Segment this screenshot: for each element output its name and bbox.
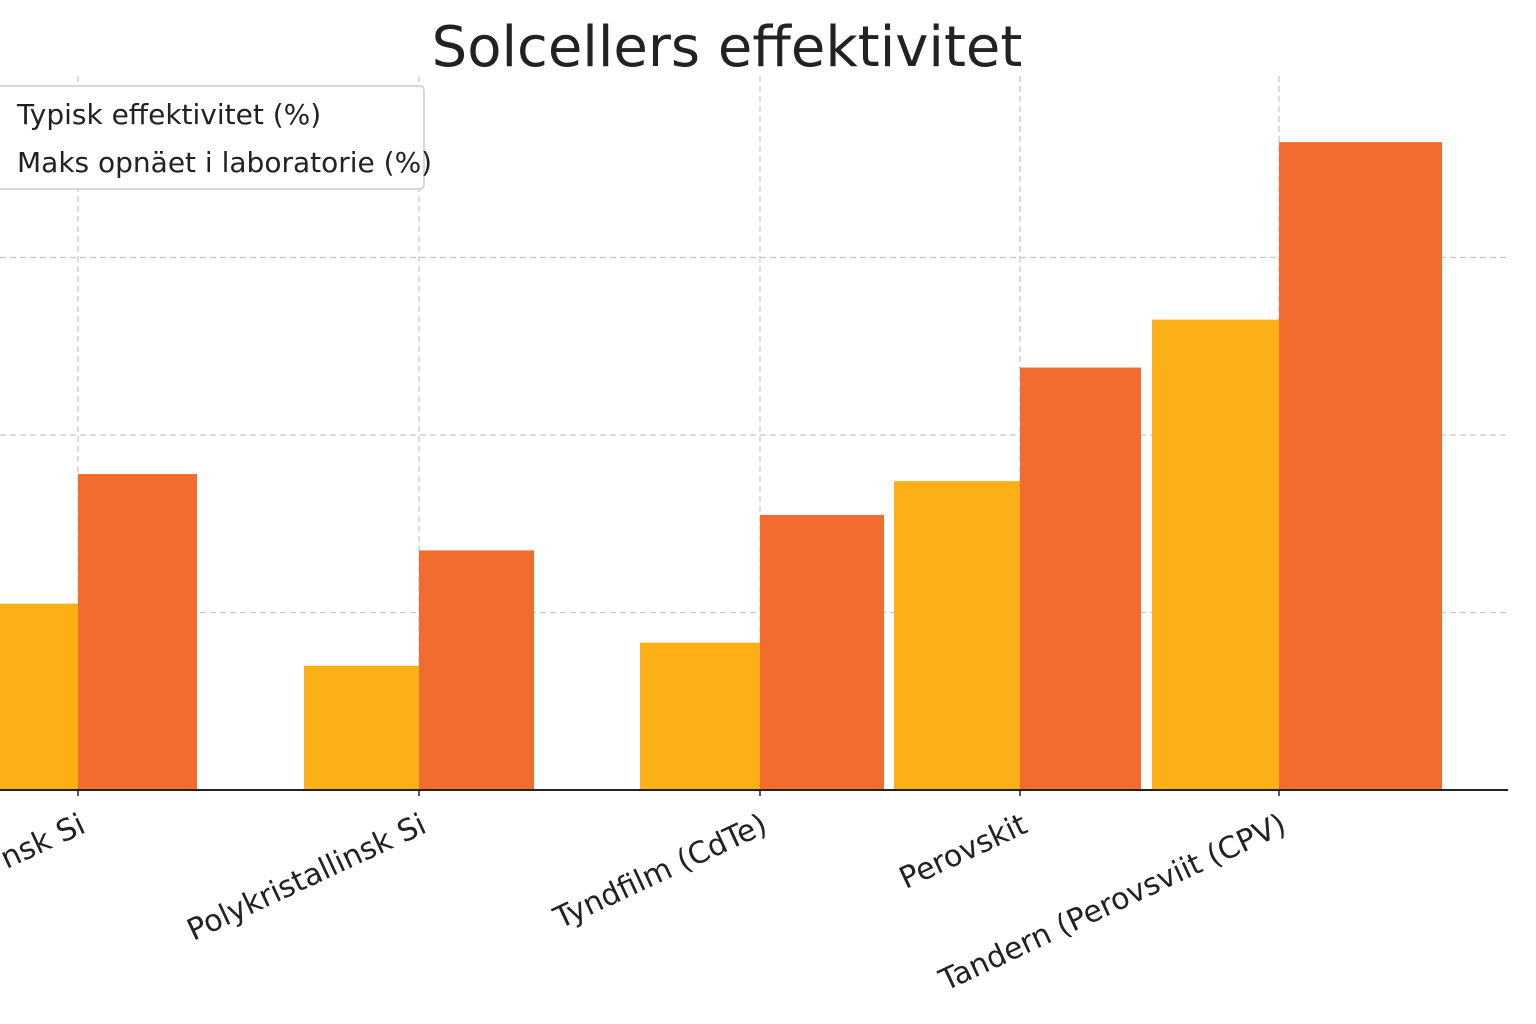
bar-typical	[894, 481, 1020, 790]
x-tick-label: Polykristallinsk Si	[182, 807, 432, 948]
x-tick-label: nsk Si	[0, 807, 91, 876]
legend-box	[0, 85, 425, 190]
bar-typical	[0, 603, 78, 790]
bar-typical	[304, 665, 419, 790]
legend: Typisk effektivitet (%) Maks opnäet i la…	[0, 85, 432, 190]
x-tick-label: Tyndfilm (CdTe)	[548, 807, 773, 937]
x-tick-label: Perovskit	[894, 807, 1033, 896]
legend-label-max-lab: Maks opnäet i laboratorie (%)	[17, 146, 432, 179]
bar-max-lab	[760, 514, 884, 790]
legend-label-typical: Typisk effektivitet (%)	[16, 98, 321, 131]
bar-max-lab	[1020, 367, 1141, 790]
bar-typical	[1152, 319, 1279, 790]
bar-typical	[640, 642, 760, 790]
bar-max-lab	[419, 550, 534, 790]
bar-group	[0, 142, 1442, 790]
bar-max-lab	[1279, 142, 1442, 790]
x-tick-labels: nsk Si Polykristallinsk Si Tyndfilm (CdTe)…	[0, 790, 1292, 999]
bar-max-lab	[78, 474, 197, 790]
chart-title: Solcellers effektivitet	[432, 15, 1023, 80]
